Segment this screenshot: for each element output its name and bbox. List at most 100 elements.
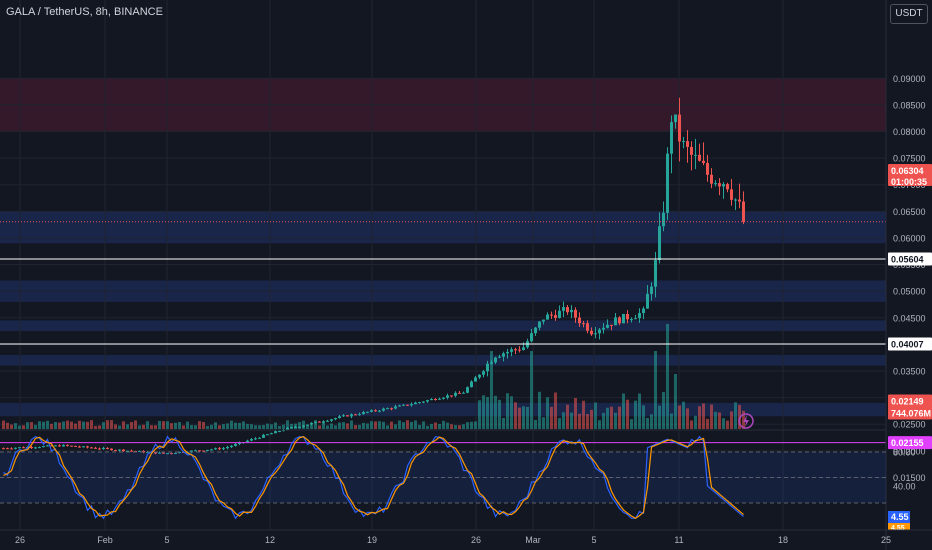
volume-bar — [502, 418, 505, 429]
volume-bar — [470, 421, 473, 429]
volume-bar — [430, 423, 433, 429]
volume-bar — [658, 405, 661, 429]
volume-bar — [66, 420, 69, 429]
candle — [730, 189, 733, 200]
volume-bar — [498, 399, 501, 429]
volume-bar — [510, 396, 513, 429]
candle — [622, 313, 625, 324]
candle — [398, 405, 401, 407]
lightning-icon[interactable] — [738, 413, 754, 429]
volume-badge: 744.076M — [888, 406, 932, 420]
volume-bar — [606, 407, 609, 429]
candle — [594, 333, 597, 335]
pink-line-badge: 0.02155 — [888, 436, 932, 450]
volume-bar — [62, 421, 65, 429]
candle — [502, 353, 505, 357]
volume-bar — [146, 421, 149, 429]
volume-bar — [570, 412, 573, 429]
volume-bar — [630, 419, 633, 429]
volume-bar — [370, 421, 373, 429]
candle — [406, 404, 409, 406]
candle — [354, 414, 357, 416]
price-axis[interactable] — [886, 0, 932, 550]
candle — [582, 323, 585, 325]
support-zone-3 — [0, 402, 886, 417]
candle — [414, 402, 417, 405]
volume-bar — [98, 425, 101, 429]
candle — [338, 416, 341, 419]
volume-bar — [414, 420, 417, 429]
svg-text:0.02149: 0.02149 — [891, 397, 924, 407]
volume-bar — [546, 397, 549, 429]
volume-bar — [550, 406, 553, 429]
volume-bar — [330, 423, 333, 429]
candle — [170, 453, 173, 455]
volume-bar — [458, 425, 461, 429]
time-tick-label: 26 — [471, 535, 481, 545]
volume-bar — [594, 402, 597, 429]
volume-bar — [442, 420, 445, 429]
volume-bar — [94, 425, 97, 429]
candle — [418, 402, 421, 404]
candle — [58, 445, 61, 447]
volume-bar — [218, 425, 221, 429]
volume-bar — [154, 425, 157, 429]
candle — [82, 446, 85, 448]
candle — [662, 212, 665, 227]
volume-bar — [634, 400, 637, 429]
volume-bar — [130, 422, 133, 429]
time-tick-label: Mar — [525, 535, 541, 545]
candle — [470, 381, 473, 388]
price-tick-label: 0.06000 — [893, 233, 926, 243]
volume-bar — [182, 425, 185, 429]
volume-bar — [214, 422, 217, 429]
volume-bar — [718, 412, 721, 429]
candle — [722, 184, 725, 187]
currency-button[interactable]: USDT — [890, 4, 928, 24]
volume-bar — [322, 421, 325, 429]
volume-bar — [306, 424, 309, 429]
volume-bar — [446, 422, 449, 429]
price-tick-label: 0.02000 — [893, 446, 926, 456]
volume-bar — [366, 423, 369, 429]
volume-bar — [82, 421, 85, 429]
volume-bar — [522, 406, 525, 429]
volume-bar — [506, 393, 509, 429]
volume-bar — [526, 406, 529, 429]
svg-text:0.02155: 0.02155 — [891, 438, 924, 448]
candle — [714, 183, 717, 185]
volume-bar — [346, 423, 349, 429]
candle — [474, 377, 477, 382]
candle — [638, 313, 641, 319]
candle — [226, 447, 229, 449]
candle — [666, 153, 669, 213]
svg-text:744.076M: 744.076M — [891, 409, 931, 419]
volume-bar — [70, 421, 73, 429]
volume-bar — [142, 424, 145, 429]
volume-bar — [158, 420, 161, 429]
volume-bar — [614, 412, 617, 429]
candle — [254, 438, 257, 440]
candle — [558, 310, 561, 318]
candle — [578, 317, 581, 324]
volume-bar — [578, 413, 581, 429]
candle — [574, 309, 577, 318]
candle — [210, 449, 213, 451]
volume-bar — [102, 422, 105, 429]
volume-bar — [234, 422, 237, 429]
candle — [258, 437, 261, 439]
candle — [66, 444, 69, 446]
volume-bar — [86, 421, 89, 429]
volume-bar — [406, 420, 409, 429]
volume-bar — [706, 418, 709, 429]
candle — [266, 434, 269, 436]
volume-bar — [54, 422, 57, 429]
candle — [486, 363, 489, 372]
stoch-tick-label: 80.00 — [893, 448, 916, 458]
candle — [74, 445, 77, 447]
volume-bar — [402, 422, 405, 429]
candle — [430, 399, 433, 401]
volume-bar — [302, 420, 305, 429]
candle — [158, 452, 161, 454]
